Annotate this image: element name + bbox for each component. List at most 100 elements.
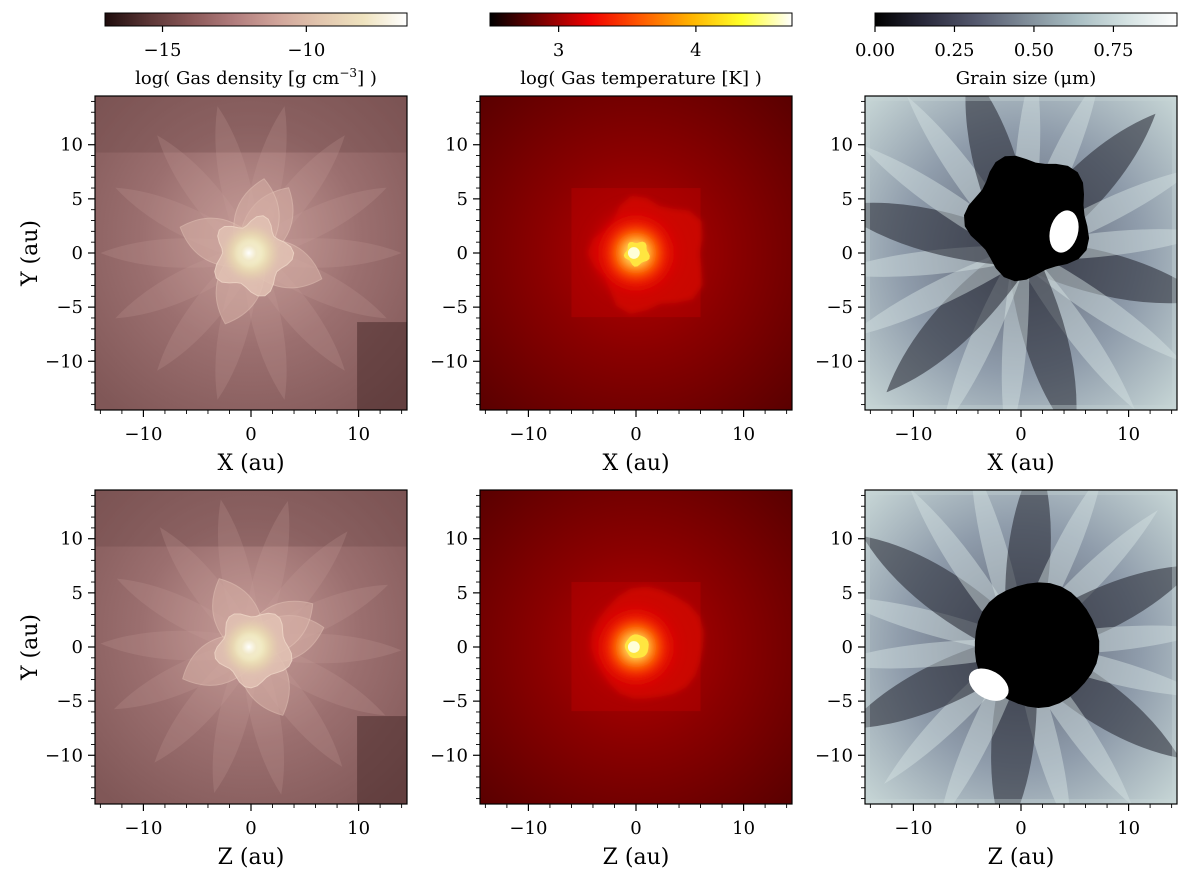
colorbar-gradient (874, 12, 1178, 27)
y-tick-label: 0 (457, 243, 468, 264)
x-tick-label: 0 (245, 424, 256, 445)
y-tick-label: −5 (826, 297, 853, 318)
y-tick-label: 10 (60, 529, 83, 550)
y-axis-label: Y (au) (18, 614, 43, 681)
colorbar-tick-label: 0.50 (1014, 40, 1054, 61)
y-tick-label: 10 (830, 135, 853, 156)
heatmap-field (95, 96, 407, 410)
x-tick-label: −10 (894, 424, 932, 445)
colorbar-tick-label: 0.25 (934, 40, 974, 61)
y-tick-label: 10 (445, 529, 468, 550)
heatmap-field (480, 96, 792, 410)
x-tick-label: −10 (894, 818, 932, 839)
x-axis-label: Z (au) (988, 845, 1055, 870)
y-tick-label: −5 (441, 297, 468, 318)
y-tick-label: −10 (815, 351, 853, 372)
x-tick-label: 10 (732, 818, 755, 839)
colorbar-tick-label: 0.00 (855, 40, 895, 61)
y-tick-label: 0 (72, 637, 83, 658)
y-tick-label: 0 (72, 243, 83, 264)
y-tick-label: 5 (72, 583, 83, 604)
y-tick-label: −5 (441, 691, 468, 712)
heatmap-field (865, 96, 1177, 410)
x-axis-label: X (au) (217, 451, 284, 476)
colorbar-tick-label: −15 (144, 40, 182, 61)
panel-0-0: −10 0 10 −10 −5 0 5 10 X (au) Y (au) (18, 95, 408, 476)
y-tick-label: 10 (60, 135, 83, 156)
y-tick-label: 5 (457, 583, 468, 604)
grain-dark-streak (1007, 249, 1077, 410)
colorbar-label: log( Gas density [g cm−3] ) (135, 66, 377, 89)
panel-1-1: −10 0 10 −10 −5 0 5 10 Z (au) (430, 489, 793, 870)
y-tick-label: −10 (815, 745, 853, 766)
heatmap-field (95, 490, 407, 804)
colorbar-label: Grain size (μm) (956, 68, 1096, 89)
density-peak (233, 631, 264, 663)
x-axis-label: Z (au) (218, 845, 285, 870)
panel-1-0: −10 0 10 −10 −5 0 5 10 Z (au) Y (au) (18, 489, 408, 870)
y-tick-label: −10 (45, 351, 83, 372)
colorbar-pink: −15 −10 log( Gas density [g cm−3] ) (104, 12, 408, 89)
x-tick-label: 10 (347, 424, 370, 445)
y-tick-label: 5 (842, 583, 853, 604)
panel-1-2: −10 0 10 −10 −5 0 5 10 Z (au) (815, 489, 1178, 870)
temperature-peak (627, 641, 640, 653)
density-dark-region (357, 716, 407, 804)
x-tick-label: −10 (124, 424, 162, 445)
y-axis-label: Y (au) (18, 220, 43, 287)
x-tick-label: 0 (1015, 424, 1026, 445)
heatmap-field (865, 490, 1177, 804)
y-tick-label: −5 (56, 691, 83, 712)
density-dark-region (357, 322, 407, 410)
y-tick-label: 5 (457, 189, 468, 210)
panel-0-1: −10 0 10 −10 −5 0 5 10 X (au) (430, 95, 793, 476)
y-tick-label: −5 (56, 297, 83, 318)
density-dark-region (95, 490, 407, 547)
y-tick-label: 10 (830, 529, 853, 550)
x-tick-label: 10 (347, 818, 370, 839)
y-tick-label: 0 (842, 637, 853, 658)
x-tick-label: 0 (1015, 818, 1026, 839)
y-tick-label: 0 (842, 243, 853, 264)
y-tick-label: 5 (842, 189, 853, 210)
x-axis-label: X (au) (987, 451, 1054, 476)
x-axis-label: X (au) (602, 451, 669, 476)
x-tick-label: 10 (1117, 424, 1140, 445)
y-tick-label: −10 (430, 351, 468, 372)
y-tick-label: −10 (45, 745, 83, 766)
y-tick-label: 10 (445, 135, 468, 156)
density-dark-region (95, 96, 407, 153)
colorbar-gradient (489, 12, 793, 27)
heatmap-field (480, 490, 792, 804)
x-tick-label: 0 (630, 424, 641, 445)
colorbar-tick-label: 4 (690, 40, 701, 61)
grain-bright-crescent (1049, 210, 1079, 253)
grain-dark-streak (865, 202, 1025, 267)
y-tick-label: 0 (457, 637, 468, 658)
x-tick-label: 0 (630, 818, 641, 839)
x-tick-label: −10 (509, 818, 547, 839)
y-tick-label: −5 (826, 691, 853, 712)
colorbar-tick-label: −10 (287, 40, 325, 61)
x-axis-label: Z (au) (603, 845, 670, 870)
x-tick-label: 0 (245, 818, 256, 839)
panel-0-2: −10 0 10 −10 −5 0 5 10 X (au) (815, 95, 1178, 476)
colorbar-tick-label: 0.75 (1093, 40, 1133, 61)
grain-bright-crescent (968, 668, 1009, 701)
x-tick-label: −10 (509, 424, 547, 445)
temperature-peak (627, 247, 640, 259)
density-streak (116, 578, 256, 656)
x-tick-label: −10 (124, 818, 162, 839)
y-tick-label: 5 (72, 189, 83, 210)
density-peak (233, 237, 264, 269)
grain-light-streak (1016, 246, 1177, 360)
colorbar-tick-label: 3 (553, 40, 564, 61)
grain-light-streak (865, 246, 1025, 334)
grain-core-region (974, 582, 1100, 708)
colorbar-bone: 0.00 0.25 0.50 0.75 Grain size (μm) (855, 12, 1178, 89)
colorbar-gradient (104, 12, 408, 27)
colorbar-label: log( Gas temperature [K] ) (520, 68, 761, 89)
x-tick-label: 10 (732, 424, 755, 445)
colorbar-hot: 3 4 log( Gas temperature [K] ) (489, 12, 793, 89)
